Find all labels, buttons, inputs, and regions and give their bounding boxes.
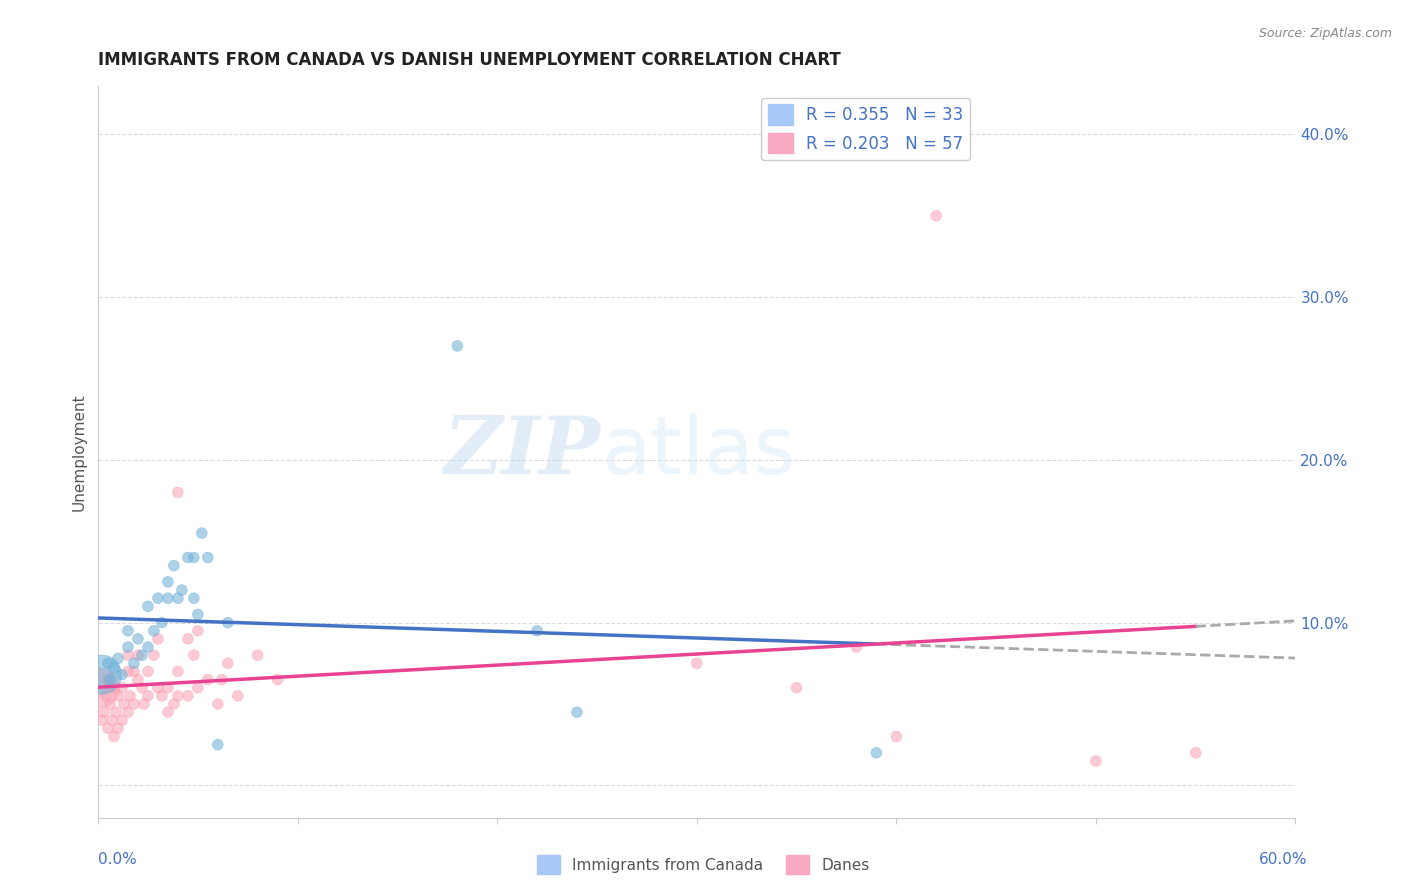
Point <box>107 651 129 665</box>
Point <box>132 697 155 711</box>
Legend: R = 0.355   N = 33, R = 0.203   N = 57: R = 0.355 N = 33, R = 0.203 N = 57 <box>761 97 970 160</box>
Point <box>131 648 153 662</box>
Point <box>170 583 193 598</box>
Point <box>150 689 173 703</box>
Point <box>925 209 948 223</box>
Point <box>142 648 165 662</box>
Point <box>103 730 125 744</box>
Point <box>136 640 159 654</box>
Point <box>211 673 233 687</box>
Text: atlas: atlas <box>600 413 796 491</box>
Point <box>136 665 159 679</box>
Point <box>187 607 209 622</box>
Point <box>105 705 128 719</box>
Point <box>167 665 190 679</box>
Point <box>122 665 145 679</box>
Point <box>177 689 200 703</box>
Point <box>103 681 125 695</box>
Point <box>111 713 134 727</box>
Point <box>101 713 124 727</box>
Point <box>163 697 186 711</box>
Point <box>122 657 145 671</box>
Point <box>1084 754 1107 768</box>
Text: 60.0%: 60.0% <box>1260 852 1308 867</box>
Point <box>786 681 808 695</box>
Text: IMMIGRANTS FROM CANADA VS DANISH UNEMPLOYMENT CORRELATION CHART: IMMIGRANTS FROM CANADA VS DANISH UNEMPLO… <box>98 51 841 69</box>
Point <box>117 665 139 679</box>
Point <box>112 697 135 711</box>
Point <box>117 705 139 719</box>
Point <box>146 632 169 646</box>
Point <box>117 648 139 662</box>
Point <box>207 697 229 711</box>
Text: Source: ZipAtlas.com: Source: ZipAtlas.com <box>1258 27 1392 40</box>
Point <box>183 550 205 565</box>
Point <box>183 591 205 606</box>
Point <box>103 661 125 675</box>
Point <box>226 689 249 703</box>
Point <box>97 673 120 687</box>
Y-axis label: Unemployment: Unemployment <box>72 392 86 510</box>
Point <box>526 624 548 638</box>
Point <box>91 667 114 681</box>
Point <box>686 657 709 671</box>
Point <box>127 632 149 646</box>
Point <box>187 681 209 695</box>
Point <box>163 558 186 573</box>
Point <box>266 673 288 687</box>
Text: ZIP: ZIP <box>444 413 600 491</box>
Point <box>146 591 169 606</box>
Text: 0.0%: 0.0% <box>98 852 138 867</box>
Point <box>845 640 868 654</box>
Point <box>98 673 121 687</box>
Point <box>127 673 149 687</box>
Point <box>1184 746 1206 760</box>
Point <box>117 640 139 654</box>
Point <box>150 615 173 630</box>
Point <box>136 599 159 614</box>
Point <box>177 550 200 565</box>
Point <box>107 722 129 736</box>
Point <box>142 624 165 638</box>
Point <box>118 689 141 703</box>
Point <box>183 648 205 662</box>
Point <box>197 550 219 565</box>
Point <box>111 667 134 681</box>
Point <box>146 681 169 695</box>
Point <box>187 624 209 638</box>
Point <box>197 673 219 687</box>
Point <box>246 648 269 662</box>
Point <box>111 681 134 695</box>
Point <box>89 681 111 695</box>
Point <box>127 648 149 662</box>
Point <box>131 681 153 695</box>
Point <box>136 689 159 703</box>
Point <box>93 705 115 719</box>
Point <box>98 697 121 711</box>
Point <box>217 657 239 671</box>
Point <box>884 730 907 744</box>
Point <box>156 681 179 695</box>
Point <box>167 485 190 500</box>
Point <box>565 705 588 719</box>
Point <box>865 746 887 760</box>
Legend: Immigrants from Canada, Danes: Immigrants from Canada, Danes <box>530 849 876 880</box>
Point <box>167 689 190 703</box>
Point <box>217 615 239 630</box>
Point <box>156 574 179 589</box>
Point <box>107 689 129 703</box>
Point <box>207 738 229 752</box>
Point <box>97 722 120 736</box>
Point <box>94 689 117 703</box>
Point <box>191 526 214 541</box>
Point <box>117 624 139 638</box>
Point <box>97 657 120 671</box>
Point <box>446 339 468 353</box>
Point <box>177 632 200 646</box>
Point <box>122 697 145 711</box>
Point <box>156 705 179 719</box>
Point <box>167 591 190 606</box>
Point <box>156 591 179 606</box>
Point <box>91 713 114 727</box>
